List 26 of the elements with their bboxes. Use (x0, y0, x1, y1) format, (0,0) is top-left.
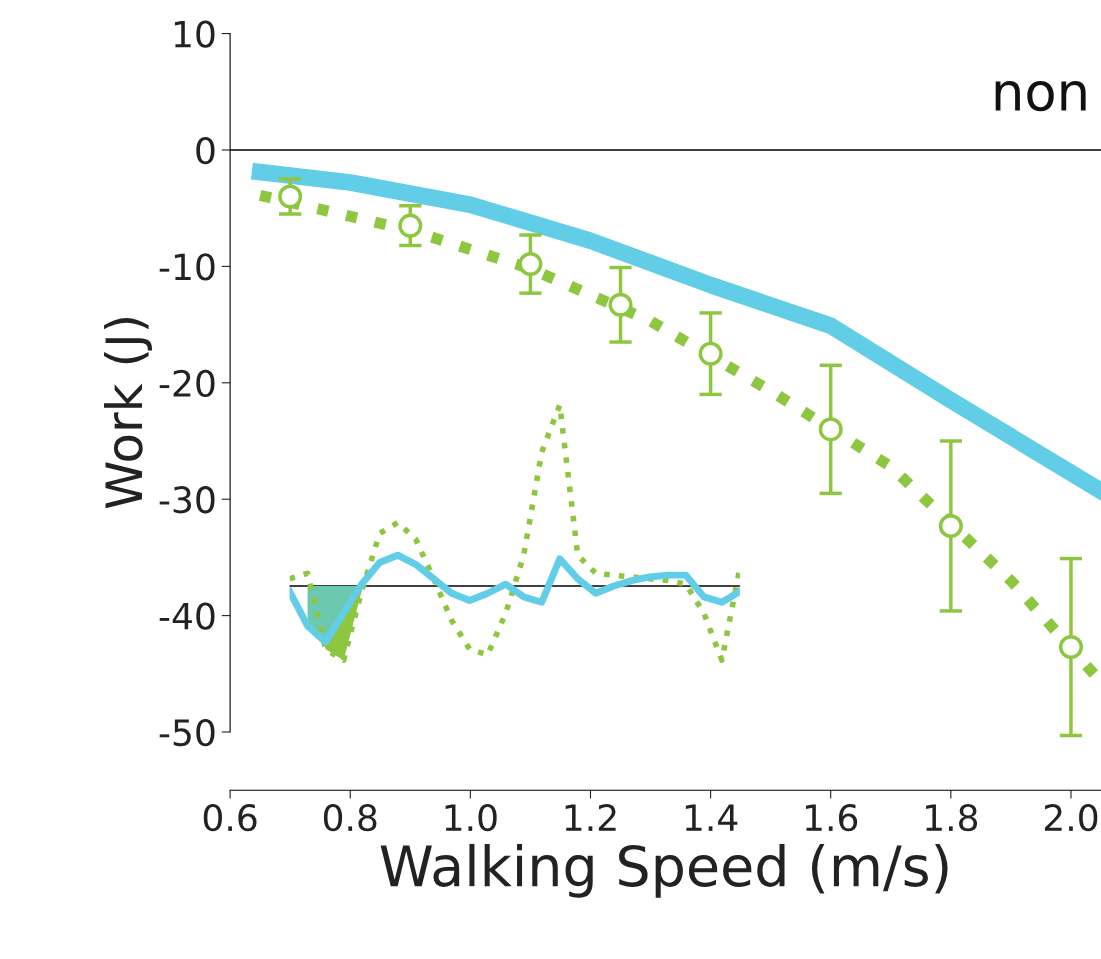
point (818, 417, 843, 442)
x-axis-title: Walking Speed (m/s) (380, 843, 948, 898)
y-axis-title: Work (J) (103, 318, 152, 509)
point (1058, 634, 1084, 660)
point (278, 184, 303, 209)
x-tick-label: 1.8 (926, 804, 978, 832)
y-tick-label: -50 (159, 718, 215, 747)
x-tick-label: 1.0 (445, 804, 497, 832)
y-tick-label: 10 (174, 20, 215, 48)
y-tick-label: -10 (159, 253, 215, 281)
y-tick-label: -20 (159, 369, 215, 398)
x-tick-label: 0.6 (203, 804, 257, 832)
point (398, 213, 423, 238)
point (518, 252, 543, 277)
x-tick-label: 2.0 (1044, 804, 1098, 832)
point (938, 513, 963, 539)
annotation: non (995, 80, 1086, 112)
point (608, 292, 633, 317)
x-tick-label: 1.2 (565, 804, 616, 831)
y-tick-label: -40 (159, 602, 215, 630)
x-tick-label: 1.4 (685, 804, 738, 831)
point (698, 341, 723, 366)
y-tick-label: 0 (196, 136, 215, 165)
y-tick-label: -30 (159, 486, 215, 514)
x-tick-label: 0.8 (323, 804, 377, 832)
x-tick-label: 1.6 (805, 804, 858, 832)
